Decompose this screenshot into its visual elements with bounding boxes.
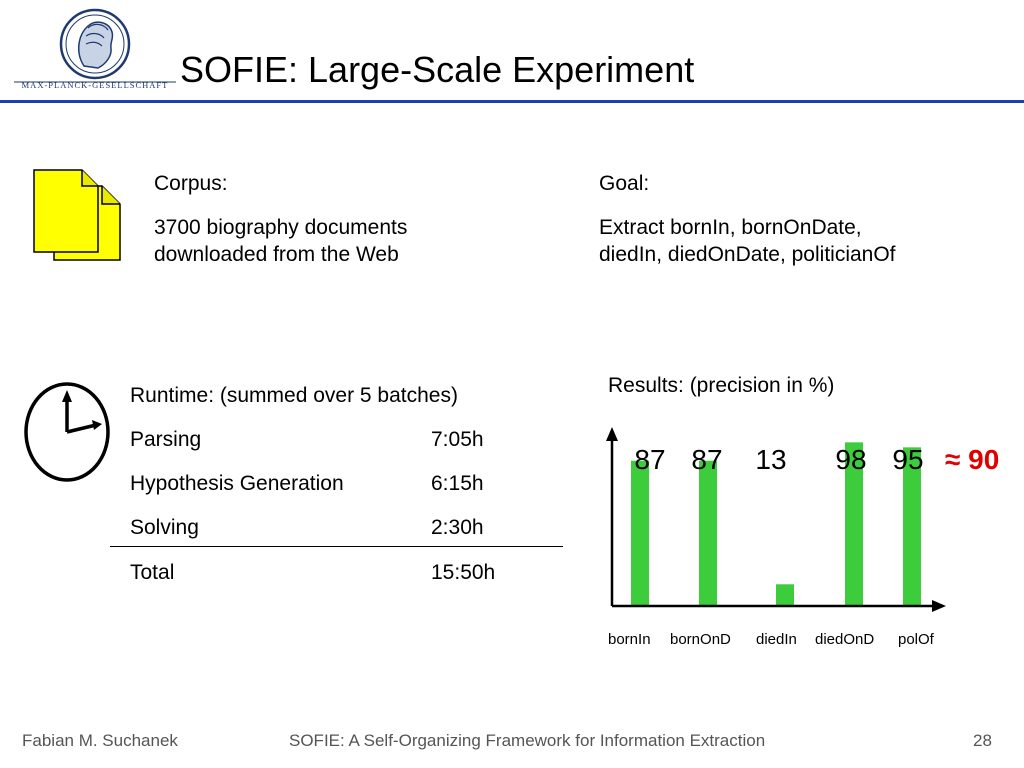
- page-number: 28: [973, 731, 992, 750]
- runtime-total-value: 15:50h: [431, 561, 496, 584]
- goal-line1: Extract bornIn, bornOnDate,: [599, 216, 862, 239]
- corpus-line2: downloaded from the Web: [154, 243, 399, 266]
- category-label: diedIn: [756, 631, 797, 648]
- y-axis-arrow: [606, 427, 618, 441]
- category-label: diedOnD: [815, 631, 875, 648]
- runtime-row-value: 7:05h: [431, 428, 484, 451]
- runtime-divider: [110, 546, 563, 547]
- runtime-row-value: 6:15h: [431, 472, 484, 495]
- bar-value-label: 13: [755, 444, 787, 475]
- bar-polOf: [903, 447, 921, 606]
- runtime-row-label: Parsing: [130, 428, 202, 451]
- bar-value-label: 95: [892, 444, 924, 475]
- average-approx: ≈ 90: [945, 444, 1000, 475]
- runtime-total-label: Total: [130, 561, 175, 584]
- category-label: polOf: [898, 631, 934, 648]
- slide-title: SOFIE: Large-Scale Experiment: [180, 49, 695, 90]
- footer-author: Fabian M. Suchanek: [22, 731, 178, 750]
- goal-line2: diedIn, diedOnDate, politicianOf: [599, 243, 896, 266]
- bar-bornIn: [631, 460, 649, 606]
- runtime-row-value: 2:30h: [431, 516, 484, 539]
- corpus-label: Corpus:: [154, 172, 228, 195]
- category-label: bornOnD: [670, 631, 731, 648]
- bar-value-label: 87: [691, 444, 723, 475]
- logo-text: MAX-PLANCK-GESELLSCHAFT: [21, 80, 169, 90]
- clock-icon: [22, 380, 112, 484]
- category-label: bornIn: [608, 631, 651, 648]
- x-axis-arrow: [932, 600, 946, 612]
- results-label: Results: (precision in %): [608, 374, 835, 397]
- bar-diedOnD: [845, 442, 863, 606]
- max-planck-logo: [14, 6, 176, 96]
- corpus-line1: 3700 biography documents: [154, 216, 408, 239]
- bar-bornOnD: [699, 460, 717, 606]
- precision-bar-chart: [606, 427, 946, 612]
- title-rule: [0, 100, 1024, 103]
- bar-value-label: 87: [634, 444, 666, 475]
- runtime-row-label: Hypothesis Generation: [130, 472, 344, 495]
- footer-title: SOFIE: A Self-Organizing Framework for I…: [289, 731, 766, 750]
- bar-value-label: 98: [835, 444, 867, 475]
- documents-icon: [30, 166, 122, 264]
- runtime-header: Runtime: (summed over 5 batches): [130, 384, 458, 407]
- runtime-row-label: Solving: [130, 516, 199, 539]
- goal-label: Goal:: [599, 172, 650, 195]
- bar-diedIn: [776, 584, 794, 606]
